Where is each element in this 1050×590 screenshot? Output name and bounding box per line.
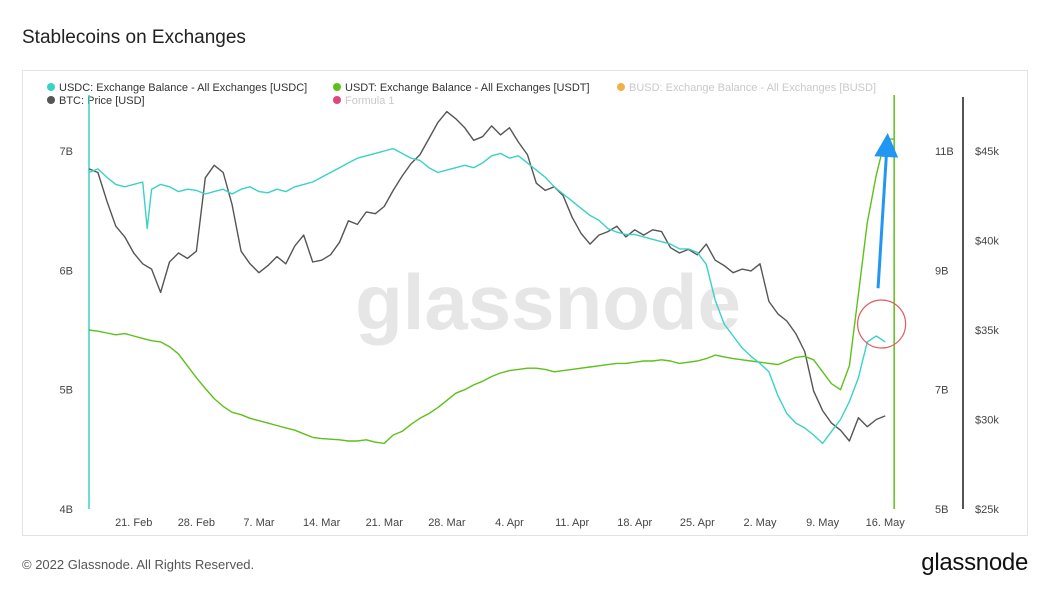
svg-text:USDC: Exchange Balance - All E: USDC: Exchange Balance - All Exchanges [… — [59, 82, 307, 94]
annotations — [857, 133, 907, 349]
y-tick-label-btc: $25k — [975, 504, 999, 516]
x-tick-label: 18. Apr — [617, 517, 652, 529]
x-tick-label: 28. Feb — [178, 517, 215, 529]
legend-item-formula[interactable]: Formula 1 — [333, 95, 395, 107]
legend-item-busd[interactable]: BUSD: Exchange Balance - All Exchanges [… — [617, 82, 876, 94]
legend-item-btc[interactable]: BTC: Price [USD] — [47, 95, 145, 107]
y-tick-label-usdc: 7B — [60, 146, 73, 158]
svg-text:Formula 1: Formula 1 — [345, 95, 395, 107]
y-axis-btc: $25k $30k $35k $40k $45k — [962, 97, 999, 516]
series-layer — [88, 95, 895, 509]
y-tick-label-usdc: 6B — [60, 265, 73, 277]
x-axis: 21. Feb 28. Feb 7. Mar 14. Mar 21. Mar 28. Ma… — [115, 517, 905, 529]
y-tick-label-usdc: 5B — [60, 385, 73, 397]
svg-text:BTC: Price [USD]: BTC: Price [USD] — [59, 95, 145, 107]
legend-item-usdc[interactable]: USDC: Exchange Balance - All Exchanges [… — [47, 82, 307, 94]
x-tick-label: 14. Mar — [303, 517, 341, 529]
y-tick-label-btc: $45k — [975, 146, 999, 158]
series-line-usdt — [88, 138, 895, 445]
x-tick-label: 21. Mar — [366, 517, 404, 529]
x-tick-label: 2. May — [743, 517, 777, 529]
x-tick-label: 9. May — [806, 517, 840, 529]
x-tick-label: 25. Apr — [680, 517, 715, 529]
brand-logo: glassnode — [921, 549, 1028, 576]
copyright-text: © 2022 Glassnode. All Rights Reserved. — [22, 557, 255, 572]
y-tick-label-btc: $40k — [975, 236, 999, 248]
chart-svg: glassnode USDC: Exchange Balance - All E… — [47, 82, 999, 529]
x-tick-label: 28. Mar — [428, 517, 466, 529]
x-tick-label: 11. Apr — [555, 517, 589, 529]
watermark: glassnode — [355, 258, 741, 346]
x-tick-label: 16. May — [866, 517, 906, 529]
svg-text:USDT: Exchange Balance - All E: USDT: Exchange Balance - All Exchanges [… — [345, 82, 590, 94]
annotation-arrow — [874, 133, 899, 289]
x-tick-label: 4. Apr — [495, 517, 524, 529]
y-tick-label-btc: $35k — [975, 325, 999, 337]
y-axis-usdt: 5B 7B 9B 11B — [935, 146, 954, 516]
y-tick-label-btc: $30k — [975, 415, 999, 427]
page-title: Stablecoins on Exchanges — [22, 27, 246, 48]
legend: USDC: Exchange Balance - All Exchanges [… — [47, 82, 876, 107]
y-axis-usdc: 4B 5B 6B 7B — [60, 146, 73, 516]
annotation-circle — [857, 299, 907, 349]
series-line-usdc — [88, 147, 886, 445]
y-tick-label-usdt: 5B — [935, 504, 948, 516]
legend-item-usdt[interactable]: USDT: Exchange Balance - All Exchanges [… — [333, 82, 590, 94]
y-tick-label-usdt: 7B — [935, 385, 948, 397]
x-tick-label: 7. Mar — [243, 517, 275, 529]
chart-panel: glassnode USDC: Exchange Balance - All E… — [22, 70, 1028, 536]
y-tick-label-usdt: 11B — [935, 146, 954, 158]
y-tick-label-usdc: 4B — [60, 504, 73, 516]
y-tick-label-usdt: 9B — [935, 265, 948, 277]
x-tick-label: 21. Feb — [115, 517, 152, 529]
series-line-btc — [88, 110, 886, 442]
svg-text:BUSD: Exchange Balance - All E: BUSD: Exchange Balance - All Exchanges [… — [629, 82, 876, 94]
